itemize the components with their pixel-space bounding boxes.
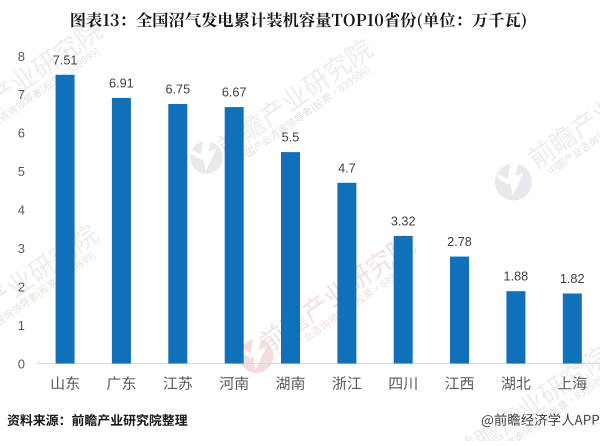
svg-text:7: 7 xyxy=(18,87,25,102)
svg-text:7.51: 7.51 xyxy=(53,53,78,67)
svg-text:6.75: 6.75 xyxy=(165,83,190,97)
svg-text:3.32: 3.32 xyxy=(391,214,416,228)
svg-text:6.91: 6.91 xyxy=(109,76,134,90)
svg-text:0: 0 xyxy=(18,356,25,371)
svg-text:6.67: 6.67 xyxy=(222,86,247,100)
svg-text:6: 6 xyxy=(18,126,25,141)
svg-text:1.88: 1.88 xyxy=(504,270,529,284)
svg-text:2: 2 xyxy=(18,279,25,294)
svg-text:2.78: 2.78 xyxy=(447,235,472,249)
svg-text:4.7: 4.7 xyxy=(338,161,356,175)
svg-text:5.5: 5.5 xyxy=(282,131,300,145)
svg-text:1: 1 xyxy=(18,318,25,333)
svg-text:3: 3 xyxy=(18,241,25,256)
svg-text:5: 5 xyxy=(18,164,25,179)
svg-text:1.82: 1.82 xyxy=(560,272,585,286)
svg-text:8: 8 xyxy=(18,49,25,64)
svg-text:4: 4 xyxy=(18,203,25,218)
